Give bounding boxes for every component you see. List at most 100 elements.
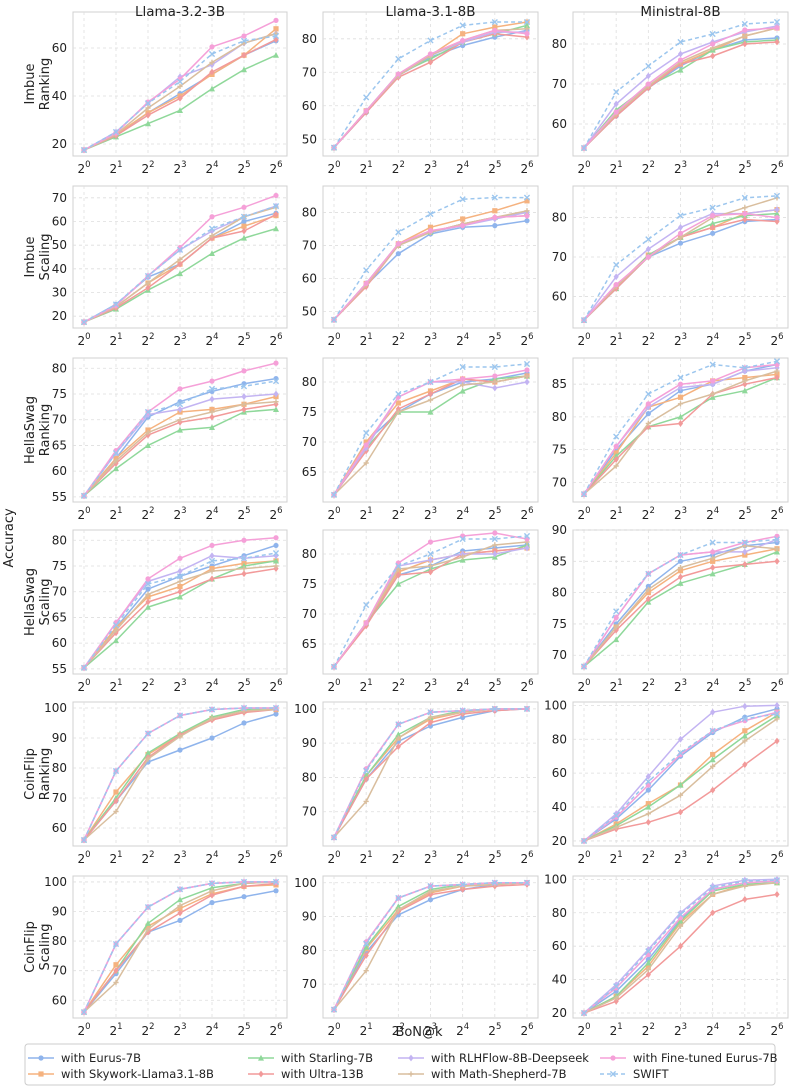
x-tick-label: 22 [392,678,405,694]
data-point [523,705,531,712]
data-point [677,808,684,816]
data-point [645,787,651,793]
data-point [273,399,279,405]
x-tick-label: 21 [360,678,373,694]
data-point [112,450,120,457]
data-point [177,270,183,277]
data-point [677,909,684,917]
data-point [774,368,780,374]
data-point [241,401,247,407]
y-tick-label: 80 [52,361,67,375]
x-tick-label: 21 [360,332,373,348]
data-point [80,318,88,326]
y-tick-label: 70 [52,413,67,427]
y-tick-label: 90 [52,905,67,919]
data-point [395,735,401,741]
legend-item: with Skywork-Llama3.1-8B [28,1067,214,1081]
x-tick-label: 26 [520,332,533,348]
data-point [395,731,402,738]
data-point [613,824,619,830]
data-point [177,578,183,585]
x-tick-label: 21 [610,332,623,348]
x-tick-label: 25 [738,1022,751,1038]
data-point [145,923,151,929]
data-point [524,22,530,28]
data-point [460,714,466,721]
x-tick-label: 25 [488,1022,501,1038]
y-tick-label: 90 [52,731,67,745]
data-point [774,364,780,372]
data-point [613,109,619,115]
x-tick-label: 23 [674,506,687,522]
data-point [773,536,781,543]
x-tick-label: 25 [738,678,751,694]
series [81,535,279,671]
data-point [241,393,247,400]
legend-marker [610,1055,616,1061]
y-tick-label: 60 [52,821,67,835]
data-point [677,917,684,924]
x-tick-label: 24 [456,160,469,176]
legend-marker [609,1070,617,1078]
data-point [677,792,684,798]
x-tick-label: 21 [360,850,373,866]
x-tick-label: 25 [738,332,751,348]
data-point [395,721,402,728]
data-point [613,995,619,1001]
data-point [209,214,215,220]
data-point [742,380,748,388]
data-point [209,884,215,891]
data-point [774,25,780,31]
y-tick-label: 60 [552,939,567,953]
data-point [427,224,434,230]
data-point [395,580,402,587]
y-tick-label: 60 [52,215,67,229]
data-point [773,192,781,199]
data-point [177,567,183,575]
subplot: 20 21 22 23 24 25 26 60 70 80 90 100 [44,701,288,866]
data-point [112,301,120,308]
data-point [395,390,402,398]
x-tick-label: 24 [205,1022,218,1038]
data-point [241,223,247,229]
data-point [645,966,651,973]
data-point [742,211,748,217]
x-tick-label: 20 [77,506,90,522]
y-tick-label: 100 [44,701,67,715]
x-tick-label: 21 [109,850,122,866]
data-point [774,546,780,552]
data-point [710,378,716,384]
row-label-line: CoinFlip [23,921,38,973]
data-point [177,417,183,423]
y-axis-label: Accuracy [2,508,17,568]
series [330,705,531,841]
subplot: 20 21 22 23 24 25 26 20 40 60 80 100 [544,872,789,1038]
series [580,18,781,152]
y-tick-label: 55 [52,490,67,504]
y-tick-label: 55 [52,662,67,676]
data-point [177,256,183,262]
legend-label: with Skywork-Llama3.1-8B [61,1067,214,1081]
data-point [240,213,248,220]
y-tick-label: 65 [52,438,67,452]
data-point [524,378,530,386]
row-label-line: Imbue [23,64,38,105]
data-point [741,732,748,739]
data-point [273,711,279,717]
x-tick-label: 26 [520,506,533,522]
y-tick-label: 40 [52,262,67,276]
x-tick-label: 20 [77,1022,90,1038]
data-point [742,561,748,568]
data-point [241,218,247,225]
data-point [427,51,434,57]
data-point [427,556,434,564]
x-tick-label: 21 [610,678,623,694]
data-point [613,450,619,456]
series [580,877,781,1017]
y-tick-label: 60 [52,636,67,650]
y-tick-label: 40 [552,800,567,814]
subplot: 20 21 22 23 24 25 26 55 60 65 70 75 80 [52,529,288,694]
y-tick-label: 80 [552,906,567,920]
data-point [645,803,652,810]
data-point [645,245,651,253]
